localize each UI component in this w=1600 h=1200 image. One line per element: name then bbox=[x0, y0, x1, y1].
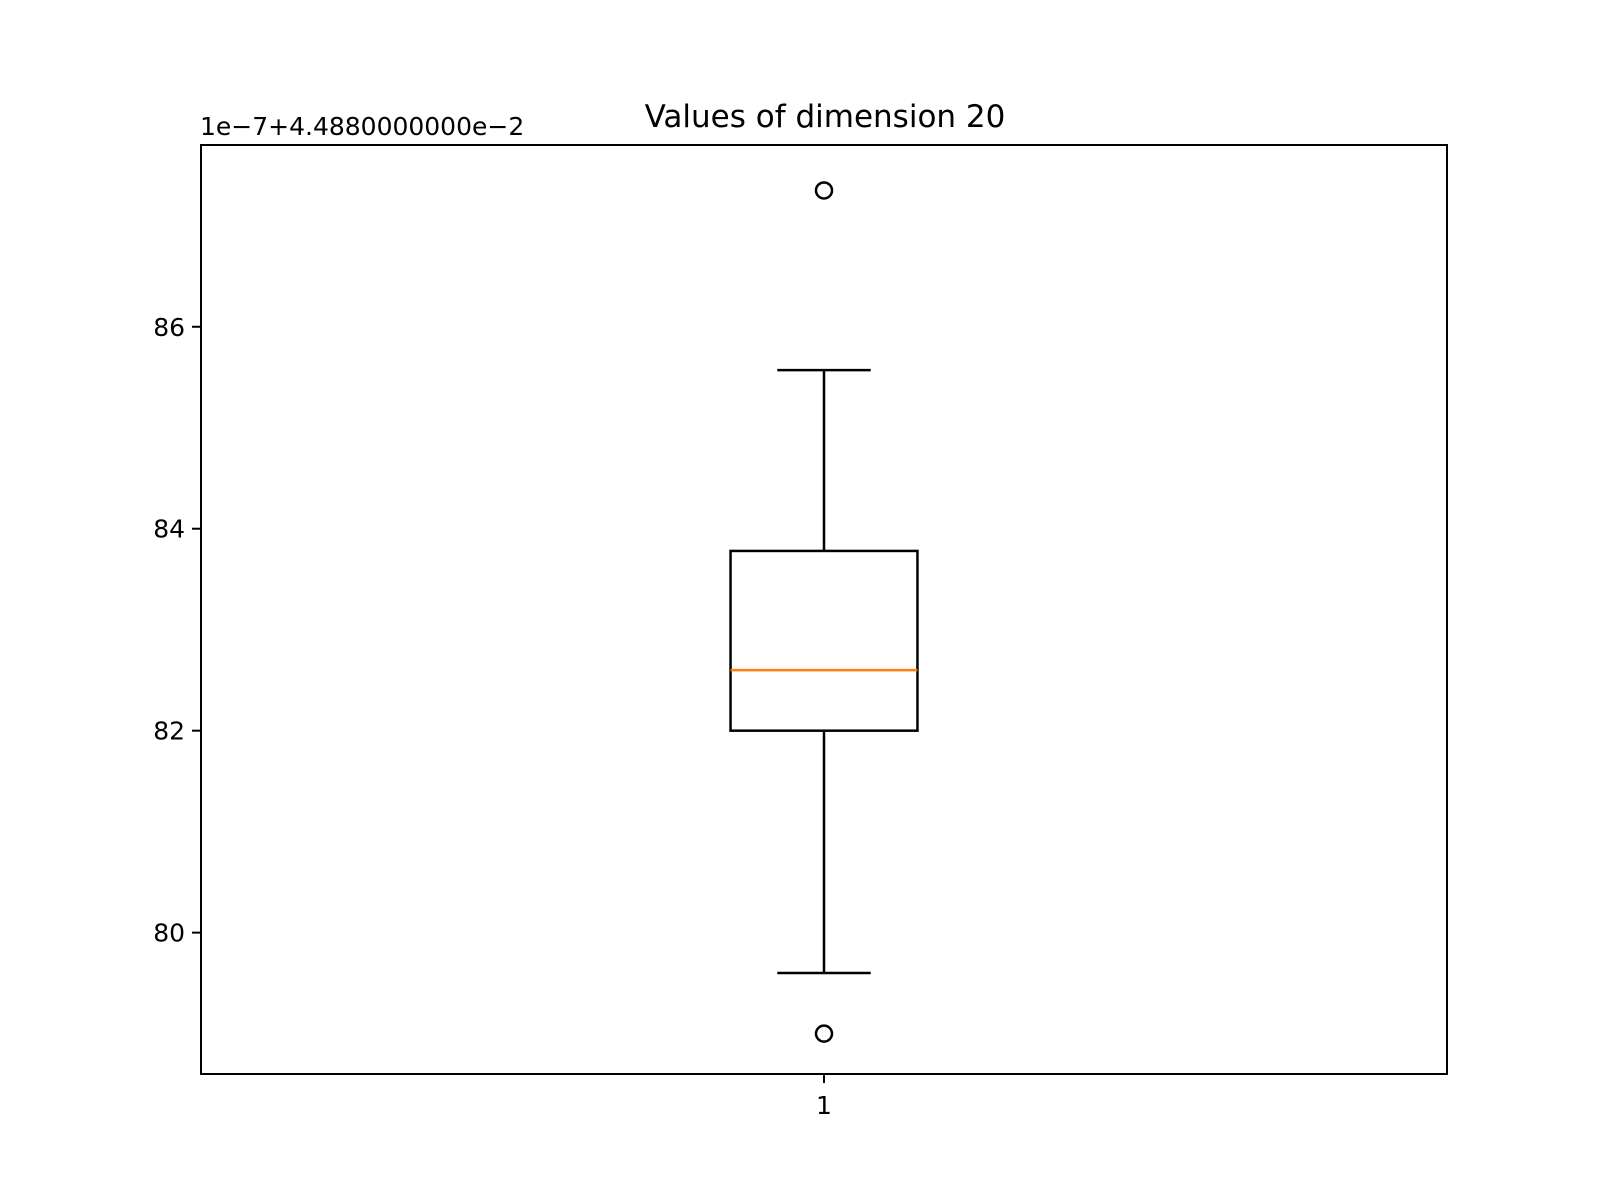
x-axis: 1 bbox=[816, 1074, 832, 1120]
y-axis-offset-label: 1e−7+4.4880000000e−2 bbox=[200, 112, 524, 141]
y-tick-label: 86 bbox=[153, 313, 185, 342]
x-tick-label: 1 bbox=[816, 1091, 832, 1120]
plot-marks bbox=[729, 181, 919, 1043]
y-tick-label: 82 bbox=[153, 717, 185, 746]
box-group bbox=[729, 181, 919, 1043]
chart-title: Values of dimension 20 bbox=[645, 99, 1006, 135]
interquartile-box bbox=[729, 549, 919, 732]
outlier-point bbox=[814, 181, 834, 200]
y-tick-label: 80 bbox=[153, 919, 185, 948]
y-axis: 80 82 84 86 bbox=[153, 313, 201, 948]
y-tick-label: 84 bbox=[153, 515, 185, 544]
outlier-point bbox=[814, 1024, 834, 1043]
